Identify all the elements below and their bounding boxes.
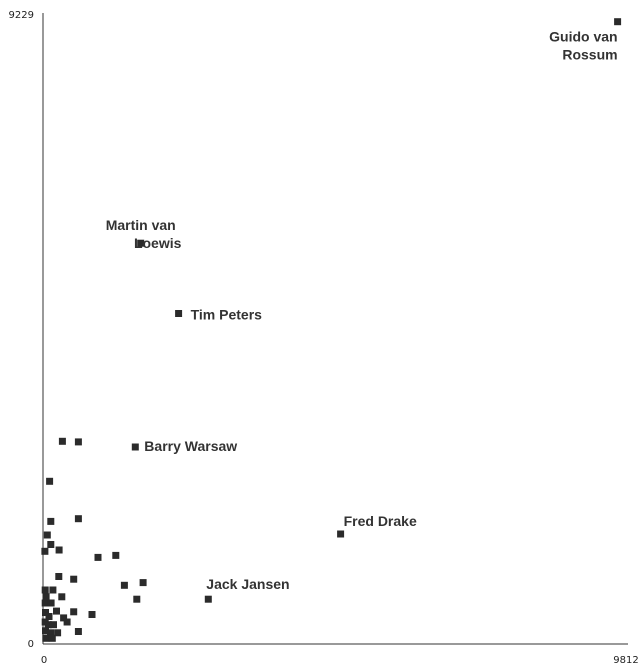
data-point [54, 629, 62, 637]
point-labels: Guido van Rossum Martin van Loewis Tim Peter… [106, 29, 618, 593]
point-label: Tim Peters [191, 307, 263, 323]
point-label: Barry Warsaw [144, 438, 237, 454]
data-point [70, 575, 78, 583]
data-point [139, 579, 147, 587]
data-point [112, 551, 120, 559]
y-tick-max: 9229 [9, 10, 34, 21]
labeled-point [137, 239, 145, 247]
data-point [47, 599, 55, 607]
data-point [58, 593, 66, 601]
data-point [74, 628, 82, 635]
data-point [63, 618, 71, 626]
data-point [55, 546, 63, 554]
data-point [47, 517, 55, 525]
point-label: Fred Drake [344, 513, 417, 529]
data-point [94, 553, 102, 561]
labeled-point [175, 310, 183, 317]
labeled-point [614, 18, 622, 26]
data-point [74, 515, 82, 523]
data-point [47, 541, 55, 548]
data-point [58, 437, 66, 445]
data-point [55, 573, 63, 580]
data-point [42, 593, 50, 601]
data-point [88, 611, 96, 618]
data-point [45, 613, 53, 620]
y-axis: 9229 0 [9, 10, 44, 650]
x-tick-max: 9812 [613, 655, 638, 666]
x-axis: 0 9812 [41, 643, 639, 666]
data-point [48, 634, 56, 642]
data-points [41, 18, 622, 642]
data-point [49, 586, 57, 594]
point-label: Rossum [562, 47, 617, 63]
data-point [133, 595, 141, 603]
data-point [43, 531, 51, 539]
point-label: Jack Jansen [206, 576, 289, 592]
data-point [120, 581, 128, 589]
labeled-point [204, 595, 212, 603]
data-point [74, 438, 82, 446]
data-point [70, 608, 78, 616]
data-point [53, 607, 60, 615]
point-label: Martin van [106, 217, 176, 233]
labeled-point [131, 443, 139, 451]
data-point [42, 627, 49, 635]
data-point [42, 634, 50, 642]
x-tick-min: 0 [41, 655, 47, 666]
y-tick-min: 0 [28, 639, 34, 650]
data-point [41, 547, 49, 555]
data-point [60, 614, 68, 622]
data-point [47, 629, 54, 637]
point-label: Loewis [134, 235, 182, 251]
labeled-point [337, 530, 345, 538]
data-point [42, 609, 49, 616]
data-point [44, 621, 52, 629]
data-point [46, 477, 54, 485]
data-point [50, 621, 57, 629]
point-label: Guido van [549, 29, 617, 45]
data-point [41, 586, 49, 594]
